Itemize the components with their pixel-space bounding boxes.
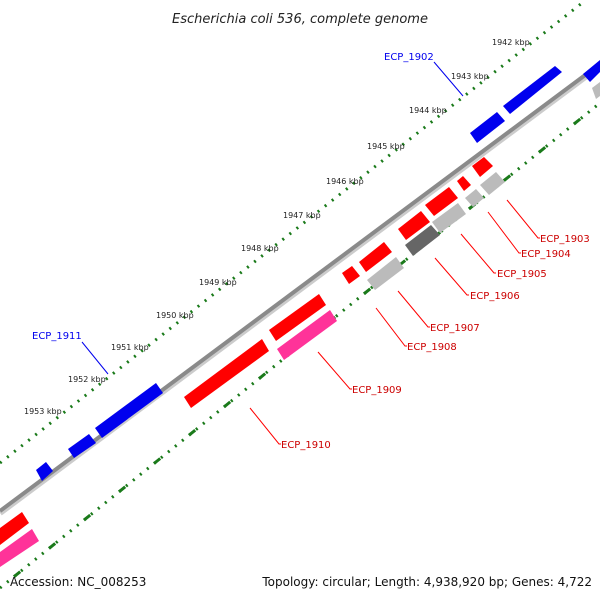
gene-label-ECP_1907[interactable]: ECP_1907 <box>430 323 480 334</box>
gene-pink-block-edge[interactable] <box>0 529 39 567</box>
gene-ECP_1911-block[interactable] <box>95 383 163 438</box>
inner-major-tick <box>48 542 57 550</box>
inner-major-tick <box>13 570 22 578</box>
gene-ECP_1909-block[interactable] <box>269 294 326 341</box>
gene-labels: ECP_1902 ECP_1911 ECP_1903 ECP_1904 ECP_… <box>32 52 590 451</box>
gene-ECP_1909-pink-block[interactable] <box>277 310 337 360</box>
scale-tick-label: 1951 kbp <box>111 343 149 352</box>
inner-major-tick <box>118 485 127 493</box>
genome-backbone <box>0 62 600 513</box>
gene-ECP_1908-block[interactable] <box>342 266 360 284</box>
gene-grey-block-edge[interactable] <box>592 82 600 99</box>
gene-forward-block-5[interactable] <box>36 462 53 481</box>
inner-major-tick <box>223 400 232 409</box>
outer-tick-ring <box>0 1 583 465</box>
gene-label-ECP_1905[interactable]: ECP_1905 <box>497 269 547 280</box>
scale-labels: 1942 kbp 1943 kbp 1944 kbp 1945 kbp 1946… <box>24 38 530 416</box>
scale-tick-label: 1944 kbp <box>409 106 447 115</box>
leader-ECP_1904 <box>487 211 521 254</box>
gene-ECP_1906-dark-block[interactable] <box>405 225 440 256</box>
scale-tick-label: 1950 kbp <box>156 311 194 320</box>
leader-ECP_1910 <box>249 407 281 445</box>
gene-ECP_1904-grey-block[interactable] <box>465 189 484 207</box>
inner-major-tick <box>153 457 162 465</box>
leader-ECP_1906 <box>434 257 469 296</box>
reverse-genes <box>0 82 600 567</box>
inner-major-tick <box>502 174 512 182</box>
scale-tick-label: 1949 kbp <box>199 278 237 287</box>
gene-ECP_1907-block[interactable] <box>359 242 392 272</box>
gene-label-ECP_1906[interactable]: ECP_1906 <box>470 291 520 302</box>
gene-label-ECP_1909[interactable]: ECP_1909 <box>352 385 402 396</box>
gene-reverse-block-edge[interactable] <box>0 512 29 545</box>
scale-tick-label: 1946 kbp <box>326 177 364 186</box>
gene-label-ECP_1904[interactable]: ECP_1904 <box>521 249 571 260</box>
scale-tick-label: 1942 kbp <box>492 38 530 47</box>
gene-label-ECP_1908[interactable]: ECP_1908 <box>407 342 457 353</box>
gene-forward-block-4[interactable] <box>68 434 96 458</box>
forward-genes <box>36 60 600 481</box>
gene-ECP_1905-block[interactable] <box>425 187 458 216</box>
accession-text: Accession: NC_008253 <box>10 575 146 589</box>
gene-ECP_1905-grey-block[interactable] <box>432 203 466 233</box>
gene-label-ECP_1910[interactable]: ECP_1910 <box>281 440 331 451</box>
scale-tick-label: 1948 kbp <box>241 244 279 253</box>
leader-ECP_1909 <box>317 351 352 390</box>
summary-text: Topology: circular; Length: 4,938,920 bp… <box>261 575 592 589</box>
gene-label-ECP_1902[interactable]: ECP_1902 <box>384 52 434 63</box>
gene-forward-block-2[interactable] <box>470 112 505 143</box>
map-title: Escherichia coli 536, complete genome <box>172 12 428 27</box>
gene-ECP_1906-block[interactable] <box>398 211 430 240</box>
leader-ECP_1902 <box>433 61 464 97</box>
gene-label-ECP_1911[interactable]: ECP_1911 <box>32 331 82 342</box>
inner-major-tick <box>363 287 372 295</box>
inner-major-tick <box>83 513 92 522</box>
inner-major-tick <box>572 117 582 126</box>
scale-tick-label: 1943 kbp <box>451 72 489 81</box>
gene-ECP_1903-grey-block[interactable] <box>480 172 505 195</box>
scale-tick-label: 1945 kbp <box>367 142 405 151</box>
scale-tick-label: 1947 kbp <box>283 211 321 220</box>
inner-major-tick <box>188 429 197 437</box>
gene-leader-lines <box>81 61 540 445</box>
leader-ECP_1903 <box>506 199 540 239</box>
gene-ECP_1910-block[interactable] <box>184 339 269 408</box>
scale-tick-label: 1953 kbp <box>24 407 62 416</box>
gene-ECP_1904-block[interactable] <box>457 176 471 191</box>
leader-ECP_1907 <box>397 290 430 328</box>
inner-major-tick <box>258 372 267 380</box>
leader-ECP_1911 <box>81 341 109 375</box>
leader-ECP_1905 <box>460 233 496 274</box>
gene-label-ECP_1903[interactable]: ECP_1903 <box>540 234 590 245</box>
leader-ECP_1908 <box>375 307 407 347</box>
scale-tick-label: 1952 kbp <box>68 375 106 384</box>
gene-ECP_1907-grey-block[interactable] <box>367 257 404 290</box>
gene-forward-block-6[interactable] <box>583 60 600 82</box>
inner-major-tick <box>537 146 547 154</box>
gene-ECP_1903-block[interactable] <box>472 157 493 177</box>
gene-ECP_1902-block[interactable] <box>503 66 562 114</box>
